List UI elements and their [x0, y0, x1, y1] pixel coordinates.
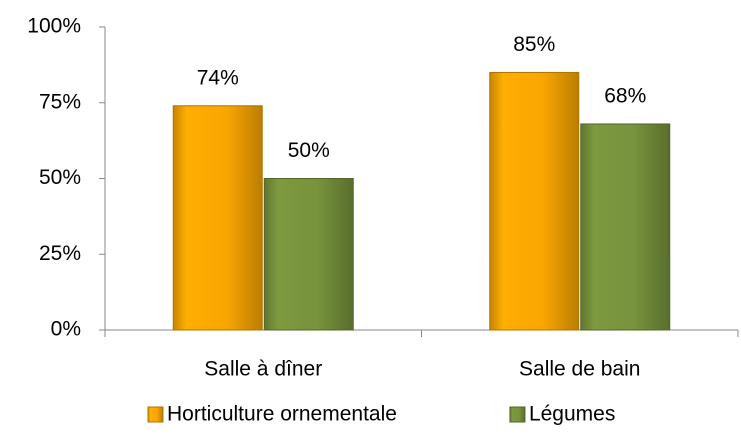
y-tick-label: 75%: [39, 90, 81, 113]
y-tick-label: 25%: [39, 242, 81, 265]
legend-label: Horticulture ornementale: [167, 403, 397, 426]
legend-swatch: [509, 406, 526, 423]
data-label: 68%: [604, 85, 646, 108]
bar: [172, 105, 263, 331]
y-tick-label: 50%: [39, 166, 81, 189]
y-tick-label: 100%: [27, 15, 81, 38]
bar: [489, 71, 580, 331]
data-label: 50%: [288, 139, 330, 162]
bar: [263, 178, 354, 331]
data-label: 85%: [513, 33, 555, 56]
x-tick-label: Salle de bain: [519, 358, 640, 381]
legend-swatch: [147, 406, 164, 423]
data-label: 74%: [197, 66, 239, 89]
y-tick-label: 0%: [51, 318, 81, 341]
x-tick-label: Salle à dîner: [204, 358, 322, 381]
bar: [580, 123, 671, 331]
legend-label: Légumes: [529, 403, 615, 426]
